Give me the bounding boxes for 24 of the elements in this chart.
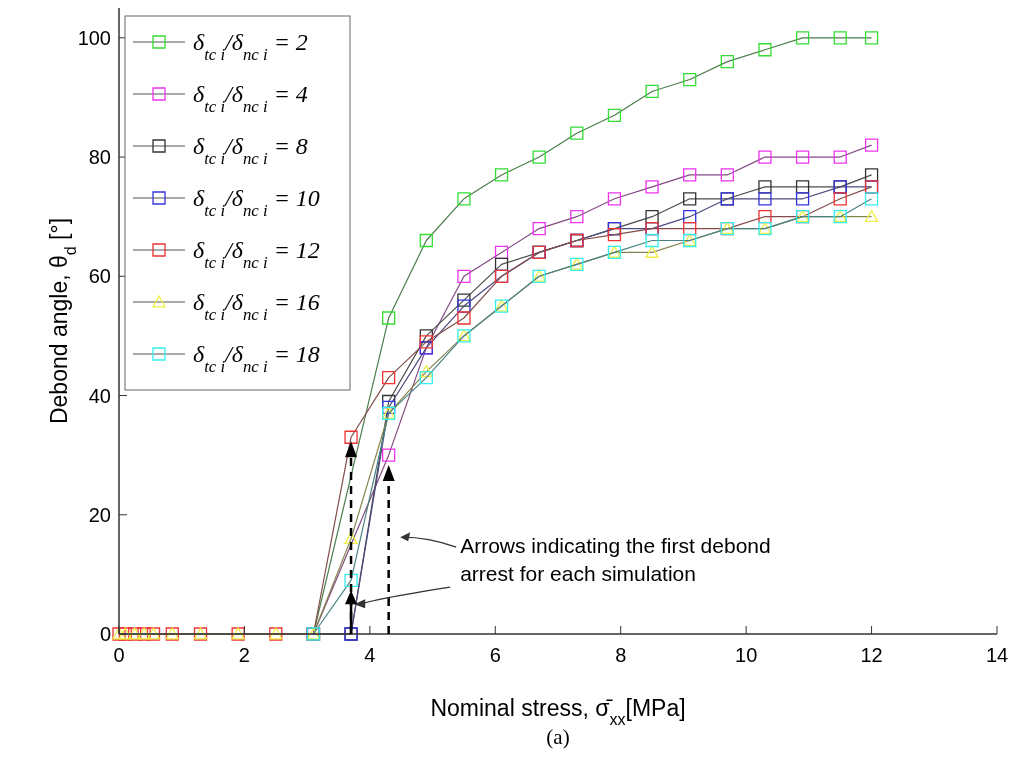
legend-label: δ$_{tc i}$/δ$_{nc i}$ = 4 xyxy=(193,81,308,116)
y-tick-label: 80 xyxy=(88,146,111,169)
x-axis-title: Nominal stress, σ̄$_{xx}$[MPa] xyxy=(430,695,686,728)
y-tick-label: 0 xyxy=(99,623,111,645)
y-tick-label: 20 xyxy=(88,503,111,526)
x-tick-label: 0 xyxy=(113,644,125,666)
y-tick-label: 100 xyxy=(77,26,111,49)
x-tick-label: 8 xyxy=(615,644,627,666)
x-tick-label: 14 xyxy=(985,644,1009,666)
x-tick-label: 6 xyxy=(489,644,501,666)
legend-label: δ$_{tc i}$/δ$_{nc i}$ = 8 xyxy=(193,133,308,168)
x-tick-label: 4 xyxy=(364,644,376,666)
x-tick-label: 2 xyxy=(238,644,250,666)
legend-label: δ$_{tc i}$/δ$_{nc i}$ = 18 xyxy=(193,341,320,376)
text: (a) xyxy=(546,725,570,749)
legend-label: δ$_{tc i}$/δ$_{nc i}$ = 10 xyxy=(193,185,320,220)
legend-label: δ$_{tc i}$/δ$_{nc i}$ = 16 xyxy=(193,289,320,324)
legend-label: δ$_{tc i}$/δ$_{nc i}$ = 12 xyxy=(193,237,320,272)
annotation: Arrows indicating the first debond arrest for each simulation xyxy=(460,534,771,586)
y-tick-label: 60 xyxy=(88,265,111,288)
y-tick-label: 40 xyxy=(88,384,111,407)
x-tick-label: 12 xyxy=(860,644,883,666)
x-tick-label: 10 xyxy=(735,644,758,666)
legend-label: δ$_{tc i}$/δ$_{nc i}$ = 2 xyxy=(193,29,308,64)
